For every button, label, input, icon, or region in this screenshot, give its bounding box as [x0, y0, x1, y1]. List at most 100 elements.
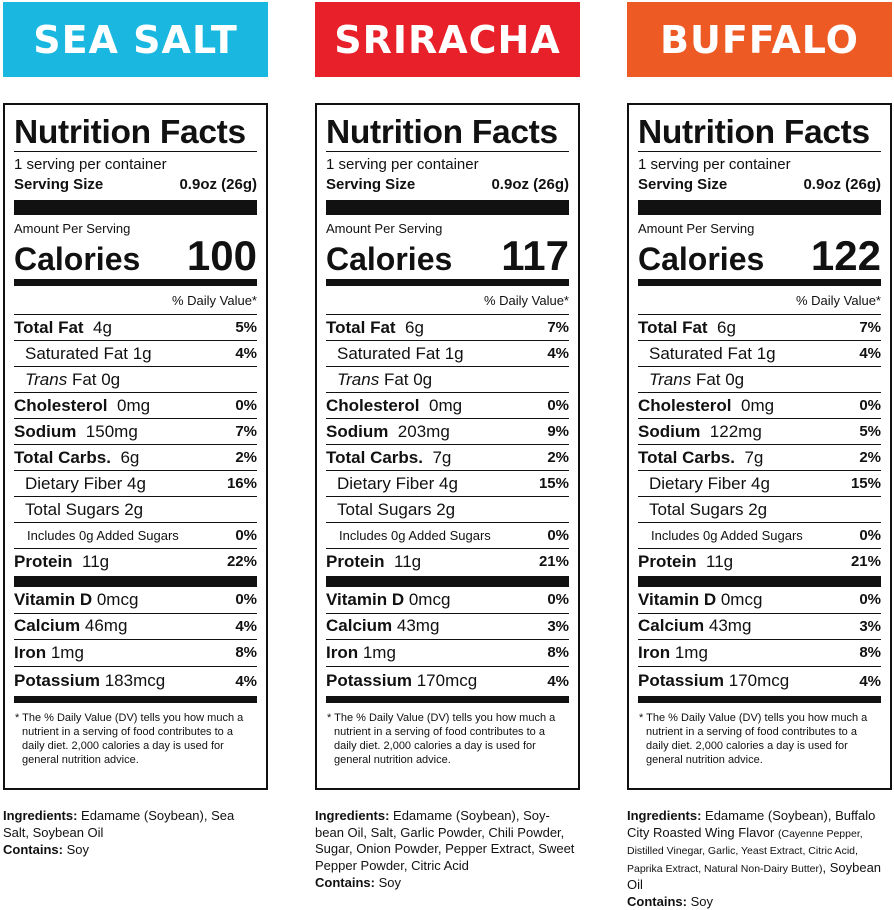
nutrient-name: Vitamin D 0mcg — [638, 590, 762, 610]
nutrient-name: Iron 1mg — [14, 643, 84, 663]
nutrient-label: Total Fat — [326, 317, 396, 337]
nutrient-row: Trans Fat 0g — [326, 367, 569, 393]
mineral-row: Potassium 170mcg 4% — [638, 667, 881, 696]
nutrient-row: Sodium 203mg 9% — [326, 419, 569, 445]
daily-value: 0% — [235, 527, 257, 544]
nutrient-amount: 1mg — [50, 642, 84, 662]
nutrient-label: Iron — [326, 642, 359, 662]
nutrient-row: Trans Fat 0g — [638, 367, 881, 393]
nutrient-label: Total Carbs. — [14, 447, 111, 467]
daily-value: 0% — [547, 397, 569, 414]
nutrient-amount: 170mcg — [728, 671, 790, 690]
daily-value: 2% — [859, 449, 881, 466]
ingredients-subtext: (Cayenne Pepper, Distilled Vinegar, Garl… — [627, 827, 863, 875]
nutrient-row: Includes 0g Added Sugars 0% — [638, 523, 881, 549]
thick-divider — [14, 279, 257, 286]
nutrient-label: Potassium — [326, 671, 412, 690]
nutrition-facts-label: Nutrition Facts 1 serving per container … — [315, 103, 580, 790]
nutrient-amount: Fat 0g — [695, 369, 745, 389]
nutrient-row: Total Carbs. 7g 2% — [326, 445, 569, 471]
nutrient-name: Includes 0g Added Sugars — [339, 528, 491, 543]
nutrient-name: Total Sugars 2g — [649, 499, 768, 519]
nutrient-label: Iron — [14, 642, 47, 662]
nutrient-name: Iron 1mg — [326, 643, 396, 663]
daily-value: 3% — [859, 617, 881, 635]
ingredients-text: Edamame (Soybean), Sea Salt, Soybean Oil — [3, 808, 235, 840]
daily-value: 0% — [235, 591, 257, 609]
daily-value: 9% — [547, 423, 569, 440]
serving-size: Serving Size 0.9oz (26g) — [326, 175, 569, 195]
daily-value: 3% — [547, 617, 569, 635]
mineral-row: Calcium 43mg 3% — [326, 614, 569, 640]
nutrient-amount: 0mcg — [720, 589, 763, 609]
nutrient-label: Total Fat — [638, 317, 708, 337]
daily-value: 15% — [538, 475, 569, 492]
ingredients-text: Edamame (Soybean), Buffalo City Roasted … — [627, 808, 876, 840]
nutrient-label: Cholesterol — [14, 395, 108, 415]
nutrient-row: Cholesterol 0mg 0% — [638, 393, 881, 419]
nutrient-amount: 11g — [706, 551, 734, 571]
label-title: Nutrition Facts — [638, 105, 881, 152]
nutrient-name: Calcium 46mg — [14, 616, 127, 636]
nutrient-row: Total Carbs. 7g 2% — [638, 445, 881, 471]
mineral-row: Iron 1mg 8% — [326, 640, 569, 667]
nutrient-row: Trans Fat 0g — [14, 367, 257, 393]
ingredients-label: Ingredients: — [3, 808, 78, 823]
nutrient-label: Total Carbs. — [326, 447, 423, 467]
daily-value: 0% — [235, 397, 257, 414]
daily-value: 7% — [859, 319, 881, 336]
nutrient-name: Vitamin D 0mcg — [326, 590, 450, 610]
nutrient-row: Includes 0g Added Sugars 0% — [14, 523, 257, 549]
flavor-banner: BUFFALO — [627, 2, 892, 77]
nutrient-name: Cholesterol 0mg — [326, 396, 462, 416]
nutrient-label: Iron — [638, 642, 671, 662]
nutrient-name: Total Fat 4g — [14, 318, 112, 338]
amount-per-serving: Amount Per Serving — [326, 221, 443, 236]
serving-size-value: 0.9oz (26g) — [803, 176, 881, 193]
serving-size: Serving Size 0.9oz (26g) — [14, 175, 257, 195]
thick-divider — [638, 200, 881, 215]
nutrient-label: Total Carbs. — [638, 447, 735, 467]
contains-label: Contains: — [3, 842, 63, 857]
serving-size: Serving Size 0.9oz (26g) — [638, 175, 881, 195]
mineral-row: Calcium 46mg 4% — [14, 614, 257, 640]
nutrient-label: Sodium — [14, 421, 77, 441]
nutrient-label: Potassium — [14, 671, 100, 690]
nutrient-row: Dietary Fiber 4g 15% — [638, 471, 881, 497]
nutrient-name: Saturated Fat 1g — [649, 343, 776, 363]
nutrient-amount: 0mg — [116, 395, 151, 415]
daily-value: 2% — [547, 449, 569, 466]
calories-value: 100 — [186, 232, 257, 279]
nutrient-amount: 7g — [432, 447, 452, 467]
nutrient-amount: 6g — [405, 317, 424, 337]
nutrient-name: Calcium 43mg — [326, 616, 439, 636]
nutrient-row: Cholesterol 0mg 0% — [14, 393, 257, 419]
daily-value: 0% — [547, 591, 569, 609]
nutrient-name: Saturated Fat 1g — [25, 343, 152, 363]
nutrient-label: Protein — [326, 551, 385, 571]
nutrient-name: Dietary Fiber 4g — [649, 473, 770, 493]
nutrient-name: Protein 11g — [14, 552, 109, 572]
nutrient-amount: 7g — [744, 447, 764, 467]
nutrient-amount: 122mg — [709, 421, 762, 441]
serving-size-label: Serving Size — [326, 176, 416, 193]
nutrient-label: Vitamin D — [326, 589, 405, 609]
daily-value: 5% — [235, 319, 257, 336]
nutrient-amount: Fat 0g — [383, 369, 433, 389]
nutrient-amount: 0mg — [428, 395, 463, 415]
nutrient-name: Protein 11g — [638, 552, 733, 572]
thick-divider — [638, 279, 881, 286]
nutrient-label: Cholesterol — [326, 395, 420, 415]
daily-value: 21% — [850, 553, 881, 570]
flavor-banner: SEA SALT — [3, 2, 268, 77]
nutrient-name: Trans Fat 0g — [638, 370, 744, 390]
label-title: Nutrition Facts — [14, 105, 257, 152]
nutrient-name: Trans Fat 0g — [14, 370, 120, 390]
nutrient-amount: 6g — [120, 447, 140, 467]
daily-value: 2% — [235, 449, 257, 466]
nutrient-name: Iron 1mg — [638, 643, 708, 663]
nutrient-row: Dietary Fiber 4g 16% — [14, 471, 257, 497]
thick-divider — [638, 695, 881, 703]
nutrient-name: Includes 0g Added Sugars — [27, 528, 179, 543]
nutrient-row: Dietary Fiber 4g 15% — [326, 471, 569, 497]
